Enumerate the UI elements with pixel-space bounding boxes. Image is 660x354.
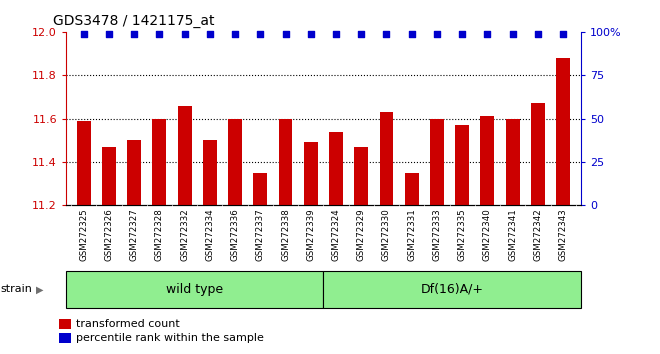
Point: [331, 32, 341, 37]
Point: [432, 32, 442, 37]
Bar: [178, 105, 191, 205]
Text: GSM272342: GSM272342: [533, 209, 543, 261]
Bar: [127, 140, 141, 205]
Text: GSM272338: GSM272338: [281, 209, 290, 261]
Bar: [102, 147, 116, 205]
Point: [280, 32, 291, 37]
Bar: [506, 119, 519, 205]
Text: transformed count: transformed count: [76, 319, 180, 329]
Point: [407, 32, 417, 37]
Text: GSM272332: GSM272332: [180, 209, 189, 261]
Bar: [354, 147, 368, 205]
Bar: [379, 112, 393, 205]
Point: [508, 32, 518, 37]
FancyBboxPatch shape: [66, 271, 323, 308]
Point: [104, 32, 114, 37]
Bar: [455, 125, 469, 205]
Text: GSM272341: GSM272341: [508, 209, 517, 261]
Point: [180, 32, 190, 37]
Bar: [531, 103, 545, 205]
Text: GSM272324: GSM272324: [331, 209, 341, 261]
Bar: [556, 58, 570, 205]
Bar: [405, 173, 418, 205]
Point: [79, 32, 89, 37]
Text: strain: strain: [0, 284, 32, 295]
Bar: [430, 119, 444, 205]
Point: [230, 32, 240, 37]
Text: GSM272337: GSM272337: [256, 209, 265, 261]
Text: ▶: ▶: [36, 284, 44, 295]
Bar: [228, 119, 242, 205]
Text: GSM272331: GSM272331: [407, 209, 416, 261]
Text: GSM272328: GSM272328: [155, 209, 164, 261]
Bar: [152, 119, 166, 205]
Bar: [253, 173, 267, 205]
Text: GSM272329: GSM272329: [357, 209, 366, 261]
Point: [558, 32, 568, 37]
Text: Df(16)A/+: Df(16)A/+: [420, 283, 484, 296]
FancyBboxPatch shape: [323, 271, 581, 308]
Point: [457, 32, 467, 37]
Bar: [329, 132, 343, 205]
Text: wild type: wild type: [166, 283, 223, 296]
Bar: [203, 140, 216, 205]
Text: percentile rank within the sample: percentile rank within the sample: [76, 333, 264, 343]
Text: GSM272327: GSM272327: [129, 209, 139, 261]
Point: [533, 32, 543, 37]
Text: GSM272333: GSM272333: [432, 209, 442, 261]
Point: [356, 32, 366, 37]
Bar: [279, 119, 292, 205]
Text: GSM272325: GSM272325: [79, 209, 88, 261]
Point: [482, 32, 493, 37]
Point: [154, 32, 164, 37]
Point: [381, 32, 392, 37]
Bar: [480, 116, 494, 205]
Bar: [304, 142, 317, 205]
Text: GSM272335: GSM272335: [457, 209, 467, 261]
Text: GSM272336: GSM272336: [230, 209, 240, 261]
Text: GSM272326: GSM272326: [104, 209, 114, 261]
Point: [205, 32, 215, 37]
Text: GSM272334: GSM272334: [205, 209, 214, 261]
Text: GSM272339: GSM272339: [306, 209, 315, 261]
Text: GSM272340: GSM272340: [483, 209, 492, 261]
Point: [255, 32, 265, 37]
Text: GDS3478 / 1421175_at: GDS3478 / 1421175_at: [53, 14, 214, 28]
Point: [306, 32, 316, 37]
Text: GSM272330: GSM272330: [382, 209, 391, 261]
Bar: [77, 121, 90, 205]
Point: [129, 32, 139, 37]
Text: GSM272343: GSM272343: [558, 209, 568, 261]
